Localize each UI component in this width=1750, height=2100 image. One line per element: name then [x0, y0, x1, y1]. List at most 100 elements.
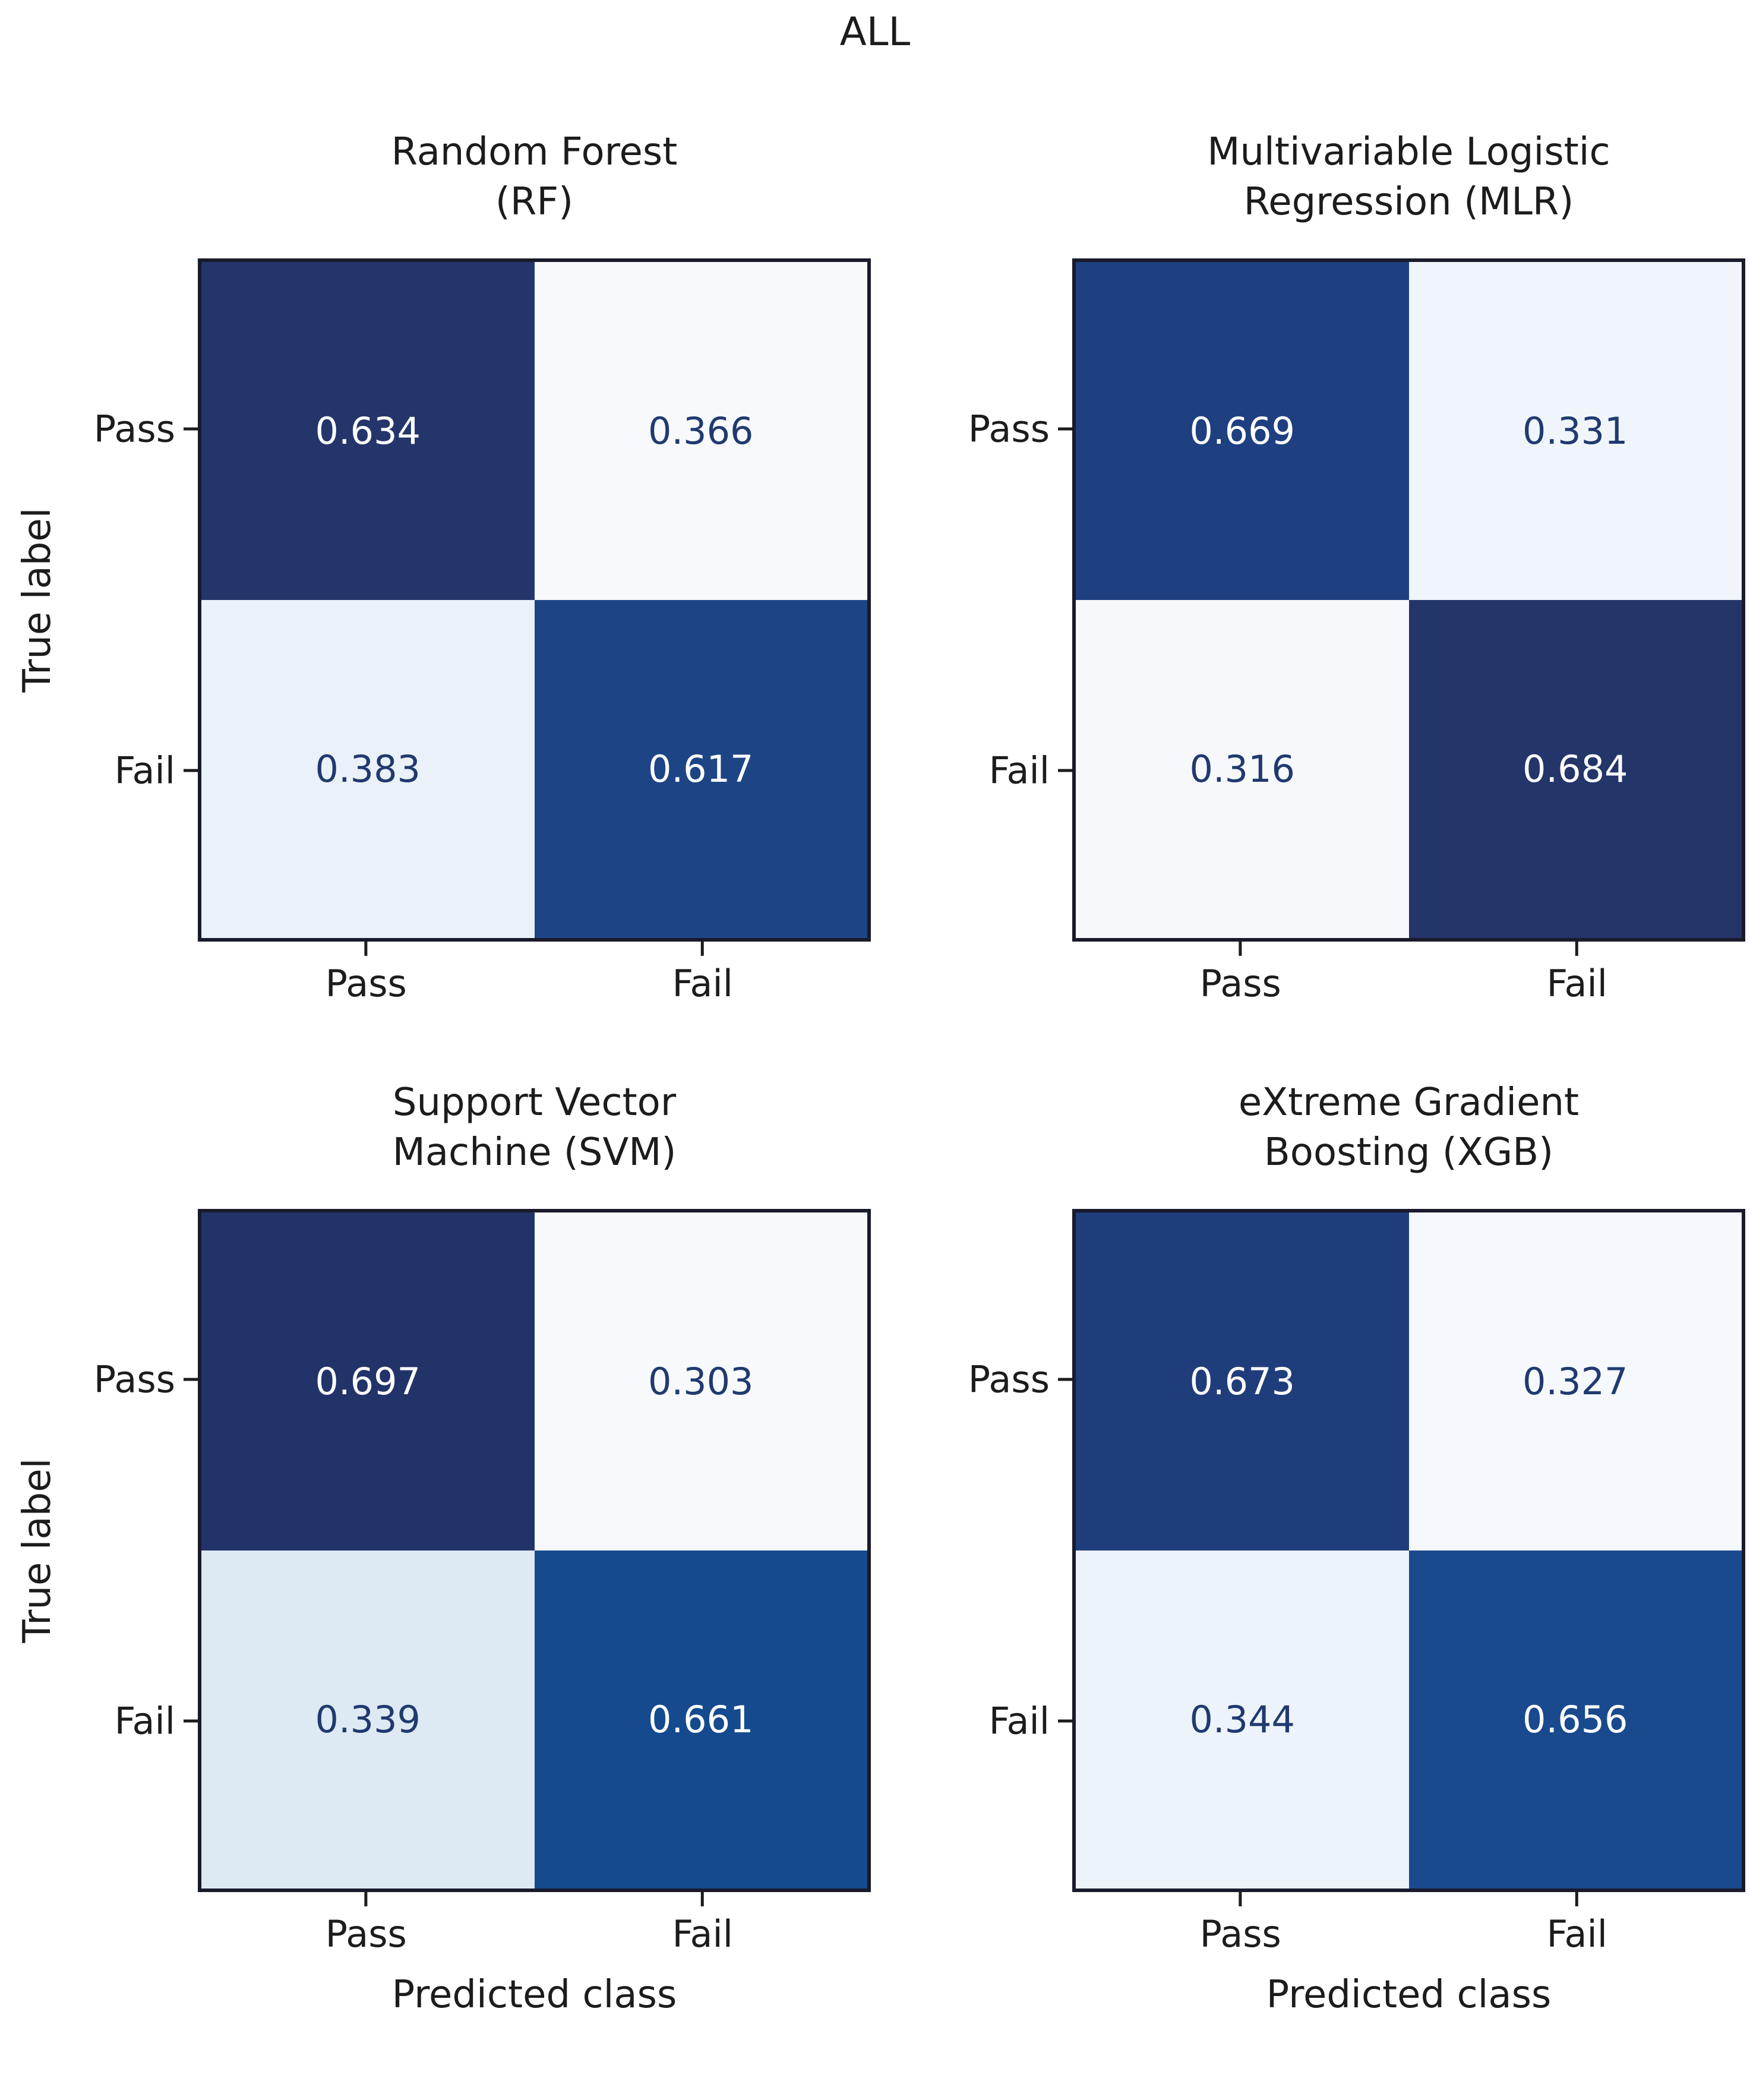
tick-mark: [184, 769, 198, 772]
subplot-title: eXtreme Gradient Boosting (XGB): [1072, 1076, 1745, 1178]
tick-mark: [1239, 941, 1242, 956]
y-tick-pass: Pass: [94, 408, 198, 451]
y-tick-label-pass: Pass: [93, 1357, 175, 1401]
subplot-svm: Support Vector Machine (SVM) True label …: [5, 1076, 871, 2017]
subplot-title-line1: Random Forest: [391, 130, 678, 174]
y-tick-label-fail: Fail: [114, 1699, 175, 1743]
subplot-xgb: eXtreme Gradient Boosting (XGB) Pass Fai…: [879, 1076, 1745, 2017]
y-tick-fail: Fail: [115, 1700, 198, 1743]
x-tick-pass: Pass: [325, 941, 407, 1005]
y-tick-labels: Pass Fail: [945, 258, 1072, 942]
subplot-body: Pass Fail 0.669 0.331 0.316 0.684: [879, 258, 1745, 942]
subplot-title-line2: Boosting (XGB): [1263, 1130, 1554, 1175]
subplot-title: Random Forest (RF): [198, 125, 871, 228]
cell-true-fail-pred-fail: 0.684: [1408, 599, 1742, 938]
tick-mark: [701, 941, 705, 956]
subplot-title-line2: Machine (SVM): [392, 1130, 677, 1175]
y-axis-label-slot: [879, 258, 945, 942]
tick-mark: [1058, 427, 1072, 431]
x-tick-fail: Fail: [672, 1891, 733, 1956]
subplot-title: Support Vector Machine (SVM): [198, 1076, 871, 1178]
confusion-matrix: 0.634 0.366 0.383 0.617: [198, 258, 871, 942]
subplot-body: True label Pass Fail 0.697 0.303 0.339: [5, 1208, 871, 1892]
y-tick-fail: Fail: [989, 1700, 1072, 1743]
cell-true-pass-pred-pass: 0.669: [1076, 261, 1409, 600]
x-tick-fail: Fail: [1546, 1891, 1607, 1956]
x-axis-label: Predicted class: [1266, 1972, 1552, 2017]
y-tick-labels: Pass Fail: [70, 1209, 198, 1892]
cell-true-pass-pred-pass: 0.634: [201, 261, 535, 600]
y-tick-fail: Fail: [115, 749, 198, 792]
tick-mark: [1058, 1378, 1072, 1381]
x-tick-labels: Pass Fail: [198, 941, 871, 1019]
cell-true-fail-pred-pass: 0.344: [1076, 1550, 1409, 1889]
y-axis-label-slot: True label: [5, 1209, 70, 1892]
x-tick-label-fail: Fail: [1546, 1912, 1607, 1956]
y-tick-labels: Pass Fail: [70, 258, 198, 942]
figure-title: ALL: [839, 9, 911, 55]
x-tick-fail: Fail: [672, 941, 733, 1005]
x-tick-label-pass: Pass: [325, 961, 407, 1005]
y-tick-pass: Pass: [968, 1358, 1072, 1401]
tick-mark: [364, 1891, 368, 1906]
cell-true-fail-pred-pass: 0.383: [201, 599, 535, 938]
cell-true-pass-pred-fail: 0.303: [534, 1212, 867, 1550]
cell-true-pass-pred-fail: 0.327: [1408, 1212, 1742, 1550]
subplot-rf: Random Forest (RF) True label Pass Fail: [5, 125, 871, 1019]
x-tick-label-pass: Pass: [1199, 1912, 1281, 1956]
tick-mark: [364, 941, 368, 956]
y-tick-label-pass: Pass: [968, 1357, 1050, 1401]
x-tick-pass: Pass: [1199, 941, 1281, 1005]
cell-true-fail-pred-fail: 0.617: [534, 599, 867, 938]
tick-mark: [701, 1891, 705, 1906]
subplot-body: True label Pass Fail 0.634 0.366 0.383: [5, 258, 871, 942]
y-tick-label-fail: Fail: [114, 749, 175, 792]
y-axis-label: True label: [15, 1458, 59, 1643]
y-tick-fail: Fail: [989, 749, 1072, 792]
x-tick-label-fail: Fail: [672, 1912, 733, 1956]
cell-true-pass-pred-pass: 0.673: [1076, 1212, 1409, 1550]
subplot-grid: Random Forest (RF) True label Pass Fail: [0, 54, 1750, 2017]
x-tick-pass: Pass: [1199, 1891, 1281, 1956]
subplot-body: Pass Fail 0.673 0.327 0.344 0.656: [879, 1208, 1745, 1892]
y-axis-label: True label: [15, 507, 59, 693]
x-tick-labels: Pass Fail: [1072, 941, 1745, 1019]
confusion-matrix: 0.673 0.327 0.344 0.656: [1072, 1208, 1745, 1892]
x-tick-fail: Fail: [1546, 941, 1607, 1005]
y-tick-label-fail: Fail: [988, 1699, 1050, 1743]
tick-mark: [184, 1378, 198, 1381]
cell-true-pass-pred-pass: 0.697: [201, 1212, 535, 1550]
subplot-mlr: Multivariable Logistic Regression (MLR) …: [879, 125, 1745, 1019]
subplot-title-line1: eXtreme Gradient: [1238, 1080, 1580, 1125]
cell-true-fail-pred-fail: 0.656: [1408, 1550, 1742, 1889]
tick-mark: [184, 427, 198, 431]
subplot-title-line2: (RF): [495, 180, 574, 225]
tick-mark: [1575, 1891, 1579, 1906]
subplot-title: Multivariable Logistic Regression (MLR): [1072, 125, 1745, 228]
y-axis-label-slot: True label: [5, 258, 70, 942]
x-axis-label: Predicted class: [391, 1972, 677, 2017]
tick-mark: [1575, 941, 1579, 956]
tick-mark: [1058, 1719, 1072, 1723]
cell-true-pass-pred-fail: 0.366: [534, 261, 867, 600]
cell-true-pass-pred-fail: 0.331: [1408, 261, 1742, 600]
y-tick-label-pass: Pass: [968, 407, 1050, 451]
subplot-title-line1: Support Vector: [392, 1080, 677, 1125]
y-tick-label-pass: Pass: [93, 407, 175, 451]
x-tick-labels: Pass Fail: [1072, 1891, 1745, 1969]
subplot-title-line2: Regression (MLR): [1243, 180, 1574, 225]
confusion-matrix: 0.669 0.331 0.316 0.684: [1072, 258, 1745, 942]
x-tick-labels: Pass Fail: [198, 1891, 871, 1969]
tick-mark: [1239, 1891, 1242, 1906]
cell-true-fail-pred-fail: 0.661: [534, 1550, 867, 1889]
x-tick-label-fail: Fail: [1546, 961, 1607, 1005]
cell-true-fail-pred-pass: 0.316: [1076, 599, 1409, 938]
y-tick-label-fail: Fail: [988, 749, 1050, 792]
tick-mark: [1058, 769, 1072, 772]
y-tick-labels: Pass Fail: [945, 1209, 1072, 1892]
x-tick-label-pass: Pass: [1199, 961, 1281, 1005]
confusion-matrix: 0.697 0.303 0.339 0.661: [198, 1208, 871, 1892]
y-tick-pass: Pass: [968, 408, 1072, 451]
x-tick-label-pass: Pass: [325, 1912, 407, 1956]
